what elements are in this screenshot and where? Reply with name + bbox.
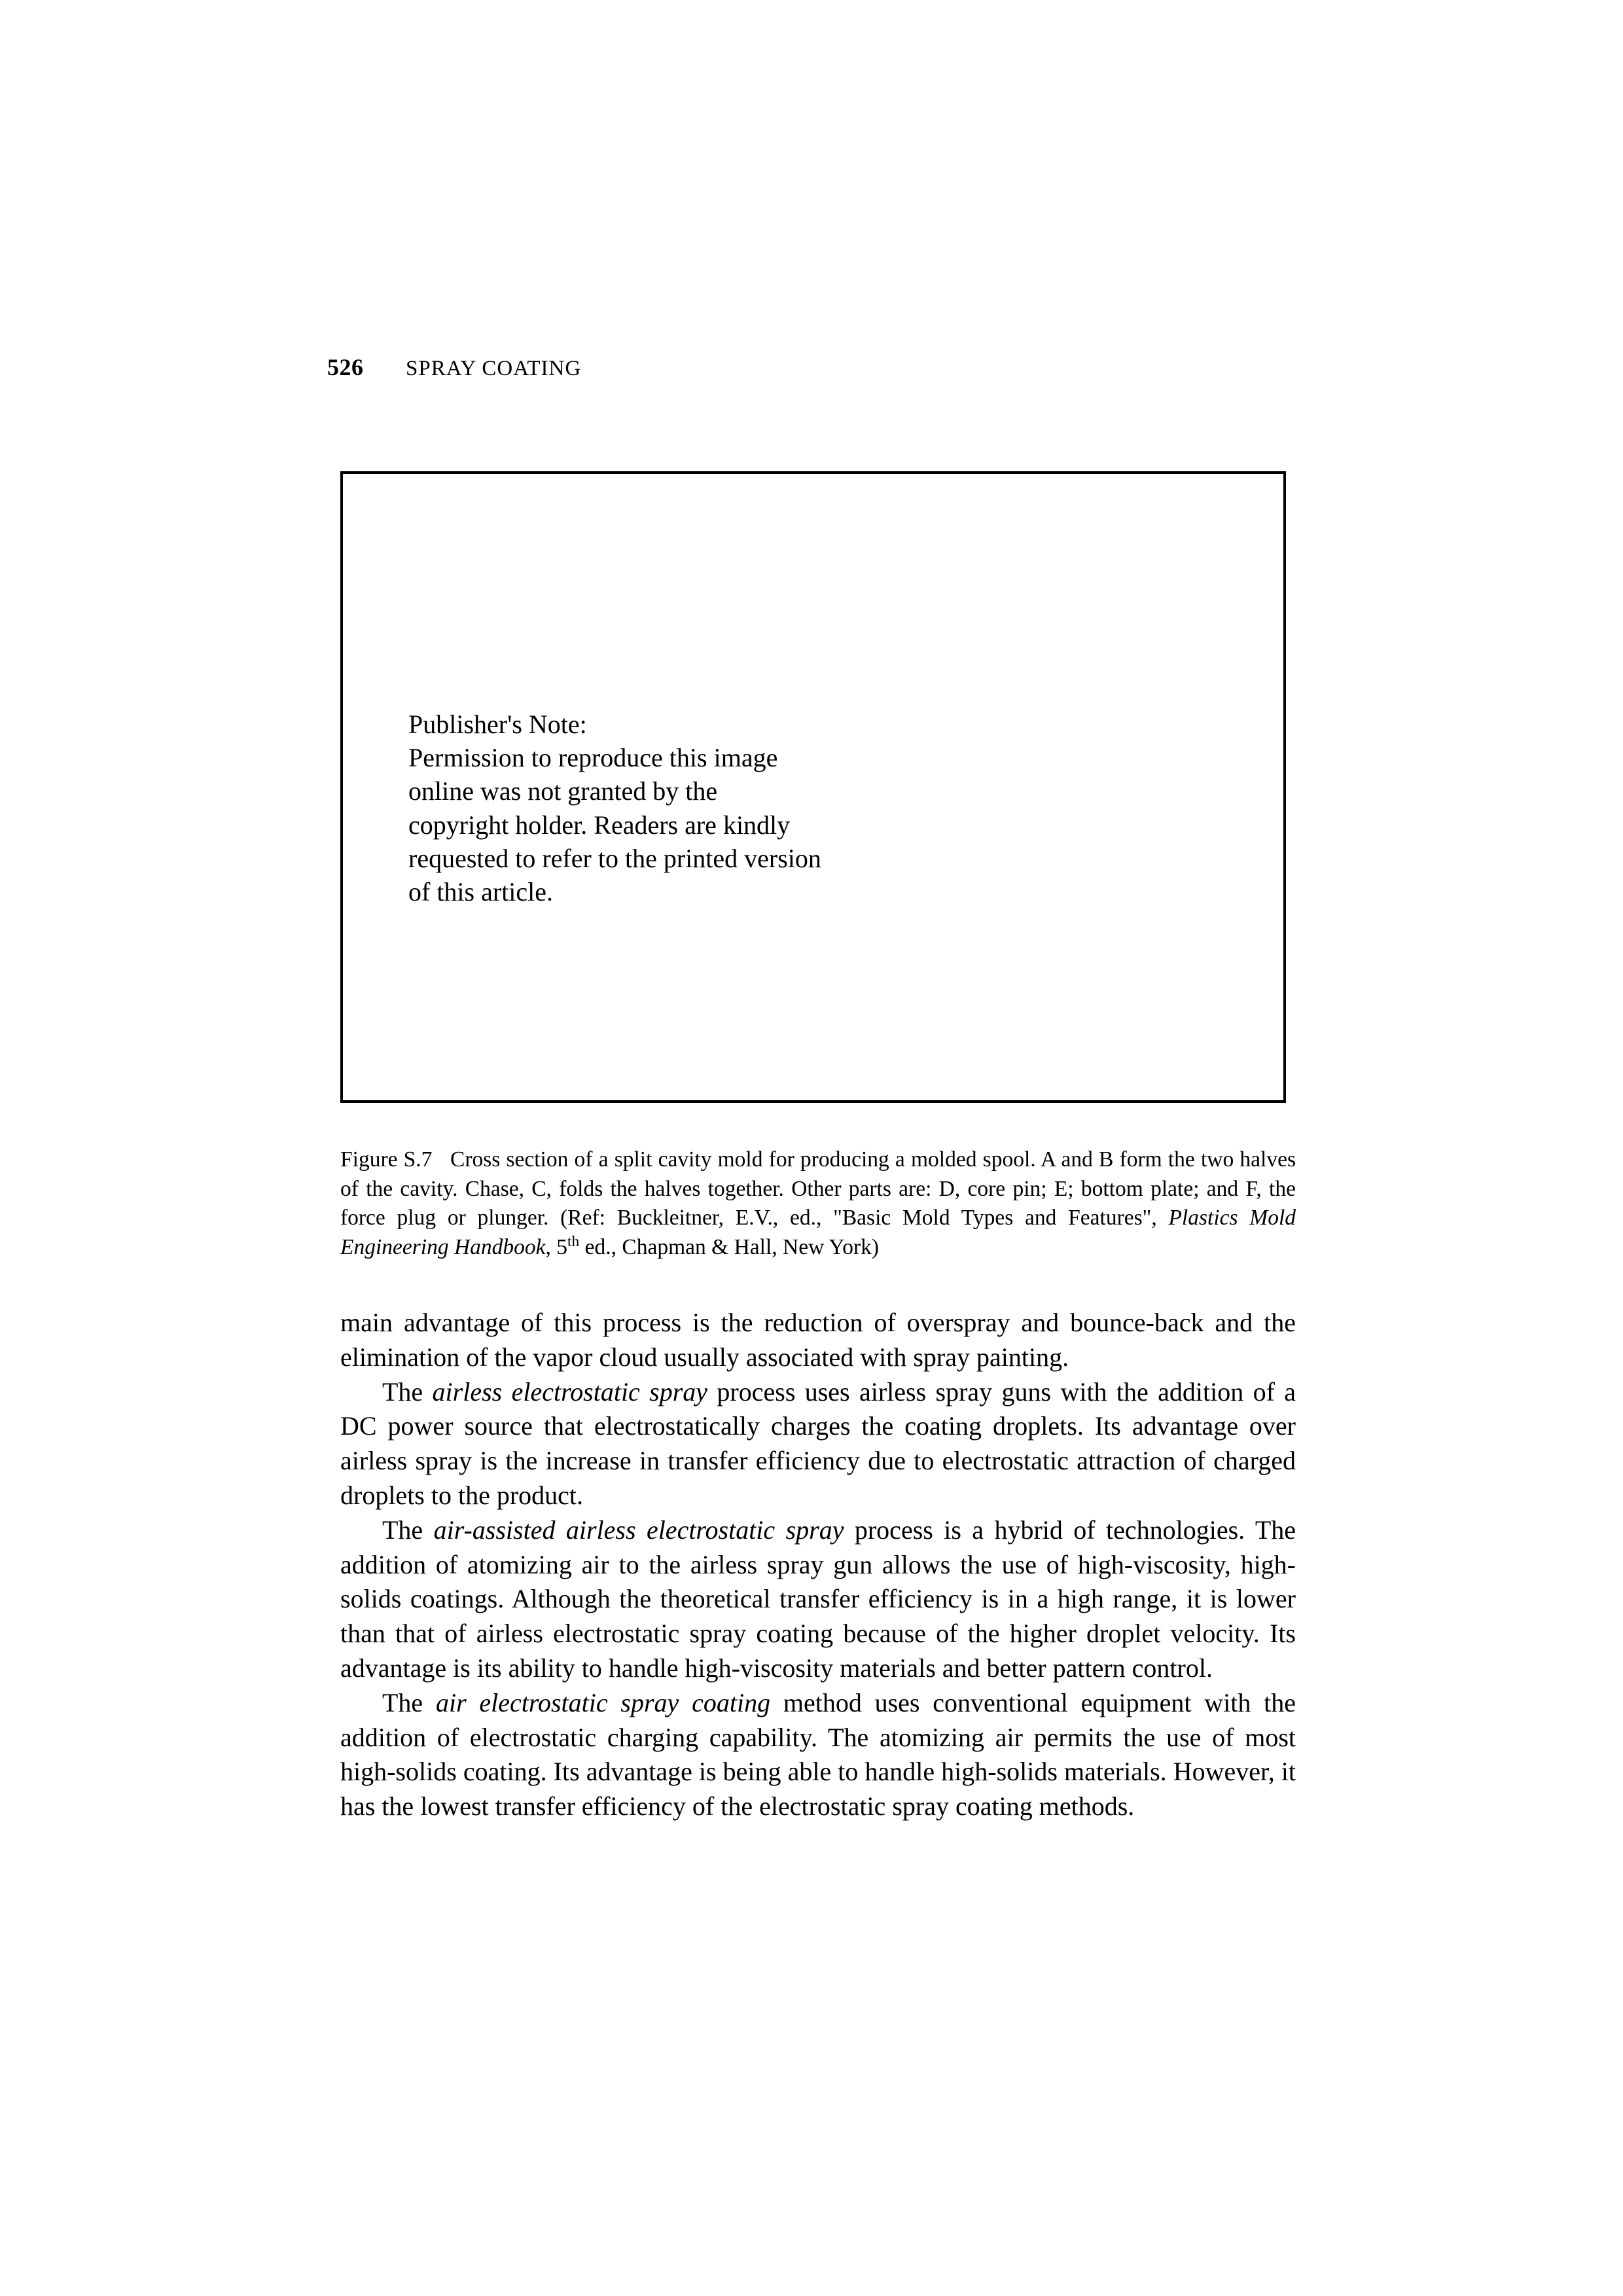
- caption-text: , 5: [546, 1235, 568, 1259]
- note-line: online was not granted by the: [408, 776, 717, 806]
- caption-superscript: th: [567, 1232, 579, 1249]
- figure-caption: Figure S.7 Cross section of a split cavi…: [340, 1145, 1296, 1262]
- page: 526 SPRAY COATING Publisher's Note: Perm…: [0, 0, 1623, 2296]
- note-line: of this article.: [408, 877, 553, 906]
- paragraph-text: main advantage of this process is the re…: [340, 1308, 1296, 1372]
- paragraph-italic: airless electrostatic spray: [433, 1377, 708, 1407]
- publisher-note: Publisher's Note: Permission to reproduc…: [408, 708, 952, 908]
- paragraph-text: The: [382, 1515, 434, 1545]
- running-header: 526 SPRAY COATING: [327, 353, 581, 381]
- note-line: Publisher's Note:: [408, 709, 587, 739]
- paragraph-italic: air electrostatic spray coating: [436, 1688, 770, 1717]
- paragraph-text: The: [382, 1377, 433, 1407]
- caption-text: Cross section of a split cavity mold for…: [340, 1147, 1296, 1230]
- paragraph: The airless electrostatic spray process …: [340, 1375, 1296, 1513]
- paragraph: The air-assisted airless electrostatic s…: [340, 1513, 1296, 1686]
- page-number: 526: [327, 354, 364, 380]
- note-line: Permission to reproduce this image: [408, 743, 777, 772]
- caption-text: ed., Chapman & Hall, New York): [579, 1235, 879, 1259]
- paragraph-text: The: [382, 1688, 436, 1717]
- body-text: main advantage of this process is the re…: [340, 1306, 1296, 1824]
- figure-placeholder-box: Publisher's Note: Permission to reproduc…: [340, 471, 1286, 1103]
- paragraph-italic: air-assisted airless electrostatic spray: [434, 1515, 844, 1545]
- note-line: copyright holder. Readers are kindly: [408, 810, 790, 840]
- note-line: requested to refer to the printed versio…: [408, 844, 821, 873]
- paragraph: main advantage of this process is the re…: [340, 1306, 1296, 1375]
- section-title: SPRAY COATING: [406, 357, 581, 380]
- figure-label: Figure S.7: [340, 1147, 432, 1172]
- paragraph: The air electrostatic spray coating meth…: [340, 1686, 1296, 1824]
